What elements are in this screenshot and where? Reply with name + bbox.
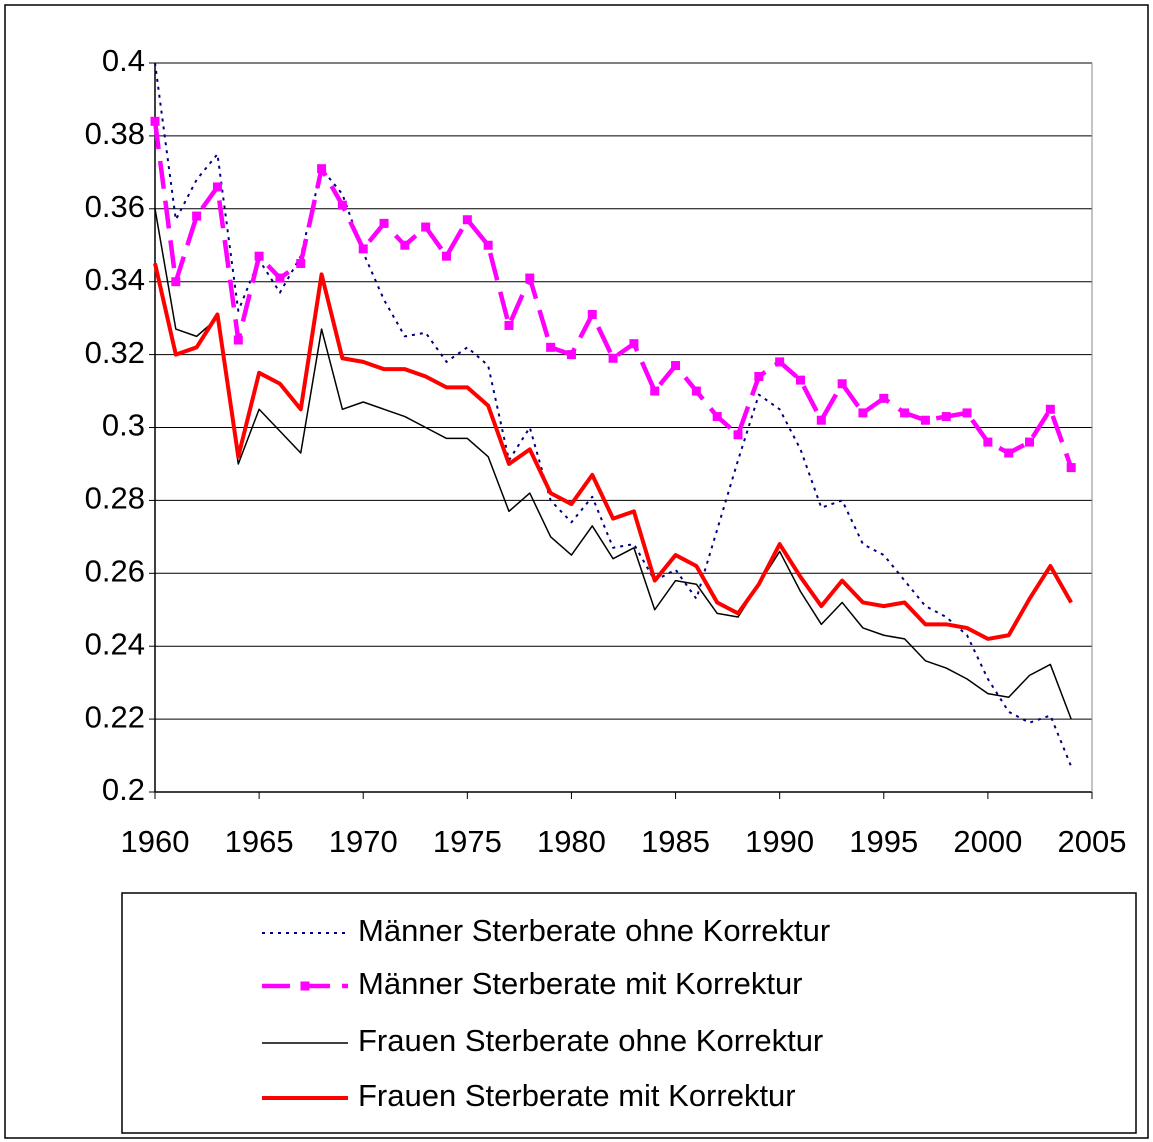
marker <box>900 408 910 418</box>
marker <box>671 361 681 371</box>
y-tick-label: 0.24 <box>85 626 145 661</box>
y-tick-label: 0.36 <box>85 189 145 224</box>
marker <box>1066 463 1076 473</box>
marker <box>171 277 181 287</box>
marker <box>691 386 701 396</box>
marker <box>442 251 452 261</box>
legend-marker <box>300 981 310 991</box>
y-tick-label: 0.22 <box>85 699 145 734</box>
x-tick-label: 1985 <box>641 824 710 859</box>
marker <box>1004 448 1014 458</box>
x-tick-label: 1995 <box>849 824 918 859</box>
y-tick-label: 0.32 <box>85 335 145 370</box>
marker <box>483 240 493 250</box>
marker <box>233 335 243 345</box>
marker <box>296 258 306 268</box>
marker <box>587 310 597 320</box>
marker <box>962 408 972 418</box>
marker <box>150 116 160 126</box>
marker <box>837 379 847 389</box>
x-tick-label: 1960 <box>121 824 190 859</box>
marker <box>337 200 347 210</box>
y-tick-label: 0.26 <box>85 553 145 588</box>
marker <box>546 342 556 352</box>
marker <box>504 320 514 330</box>
marker <box>254 251 264 261</box>
x-tick-label: 1970 <box>329 824 398 859</box>
marker <box>358 244 368 254</box>
legend-label: Frauen Sterberate mit Korrektur <box>358 1078 796 1113</box>
marker <box>275 273 285 283</box>
x-tick-label: 1965 <box>225 824 294 859</box>
y-tick-label: 0.3 <box>102 408 145 443</box>
x-tick-label: 2000 <box>953 824 1022 859</box>
marker <box>462 215 472 225</box>
y-tick-label: 0.4 <box>102 43 145 78</box>
marker <box>379 218 389 228</box>
marker <box>879 393 889 403</box>
x-tick-label: 1990 <box>745 824 814 859</box>
x-tick-label: 1975 <box>433 824 502 859</box>
marker <box>920 415 930 425</box>
marker <box>192 211 202 221</box>
marker <box>566 350 576 360</box>
y-tick-label: 0.38 <box>85 116 145 151</box>
legend-box <box>121 892 1137 1134</box>
marker <box>400 240 410 250</box>
marker <box>858 408 868 418</box>
marker <box>754 371 764 381</box>
y-tick-label: 0.28 <box>85 481 145 516</box>
y-tick-label: 0.2 <box>102 772 145 807</box>
legend-label: Männer Sterberate ohne Korrektur <box>358 913 830 948</box>
series-line <box>154 208 1072 720</box>
y-tick-label: 0.34 <box>85 262 145 297</box>
series-line <box>154 62 1073 767</box>
marker <box>212 182 222 192</box>
marker <box>1045 404 1055 414</box>
marker <box>775 357 785 367</box>
marker <box>650 386 660 396</box>
series-line <box>153 263 1073 641</box>
marker <box>525 273 535 283</box>
marker <box>608 353 618 363</box>
marker <box>712 412 722 422</box>
marker <box>421 222 431 232</box>
marker <box>983 437 993 447</box>
legend-label: Frauen Sterberate ohne Korrektur <box>358 1023 823 1058</box>
marker <box>816 415 826 425</box>
marker <box>941 412 951 422</box>
legend-label: Männer Sterberate mit Korrektur <box>358 966 803 1001</box>
x-tick-label: 2005 <box>1058 824 1127 859</box>
series-line <box>152 121 1074 469</box>
marker <box>733 430 743 440</box>
marker <box>795 375 805 385</box>
marker <box>1025 437 1035 447</box>
x-tick-label: 1980 <box>537 824 606 859</box>
marker <box>629 339 639 349</box>
marker <box>317 164 327 174</box>
